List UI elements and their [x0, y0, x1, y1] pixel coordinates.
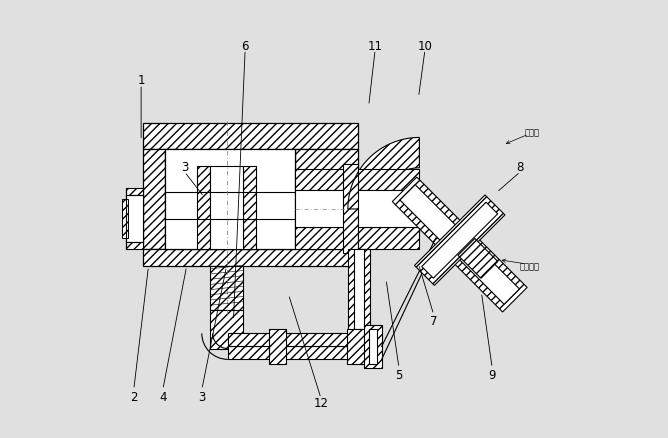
Text: 3: 3 [198, 390, 206, 403]
Polygon shape [165, 150, 295, 249]
Polygon shape [400, 185, 520, 304]
Polygon shape [392, 178, 527, 312]
Text: 10: 10 [418, 39, 432, 53]
Polygon shape [358, 191, 420, 228]
Text: 11: 11 [367, 39, 383, 53]
Polygon shape [422, 203, 498, 279]
Polygon shape [295, 169, 347, 191]
Polygon shape [295, 150, 358, 249]
Polygon shape [295, 228, 347, 249]
Polygon shape [347, 329, 369, 364]
Polygon shape [354, 249, 364, 329]
Text: 3: 3 [181, 161, 188, 173]
Text: 1: 1 [138, 74, 145, 87]
Text: 12: 12 [313, 396, 329, 409]
Polygon shape [210, 267, 243, 310]
Polygon shape [122, 200, 128, 238]
Text: 4: 4 [159, 390, 166, 403]
Polygon shape [269, 329, 287, 364]
Polygon shape [358, 169, 420, 191]
Polygon shape [348, 138, 420, 209]
Polygon shape [295, 191, 347, 228]
Polygon shape [143, 249, 358, 267]
Polygon shape [358, 228, 420, 249]
Polygon shape [228, 334, 367, 346]
Polygon shape [343, 165, 358, 254]
Polygon shape [126, 195, 143, 243]
Polygon shape [348, 249, 371, 332]
Text: 5: 5 [395, 368, 403, 381]
Text: 2: 2 [130, 390, 138, 403]
Polygon shape [210, 167, 243, 249]
Polygon shape [369, 329, 377, 364]
Text: 7: 7 [430, 314, 438, 327]
Polygon shape [228, 346, 367, 360]
Polygon shape [126, 189, 143, 249]
Polygon shape [143, 150, 165, 249]
Polygon shape [243, 167, 256, 249]
Polygon shape [364, 325, 381, 368]
Polygon shape [458, 239, 498, 279]
Text: 8: 8 [516, 161, 524, 173]
Polygon shape [210, 310, 243, 349]
Polygon shape [198, 167, 210, 249]
Text: 量气进口: 量气进口 [520, 262, 540, 271]
Polygon shape [143, 124, 358, 150]
Polygon shape [414, 195, 505, 286]
Text: 9: 9 [488, 368, 496, 381]
Text: 6: 6 [241, 39, 249, 53]
Text: 进风口: 进风口 [525, 128, 540, 137]
